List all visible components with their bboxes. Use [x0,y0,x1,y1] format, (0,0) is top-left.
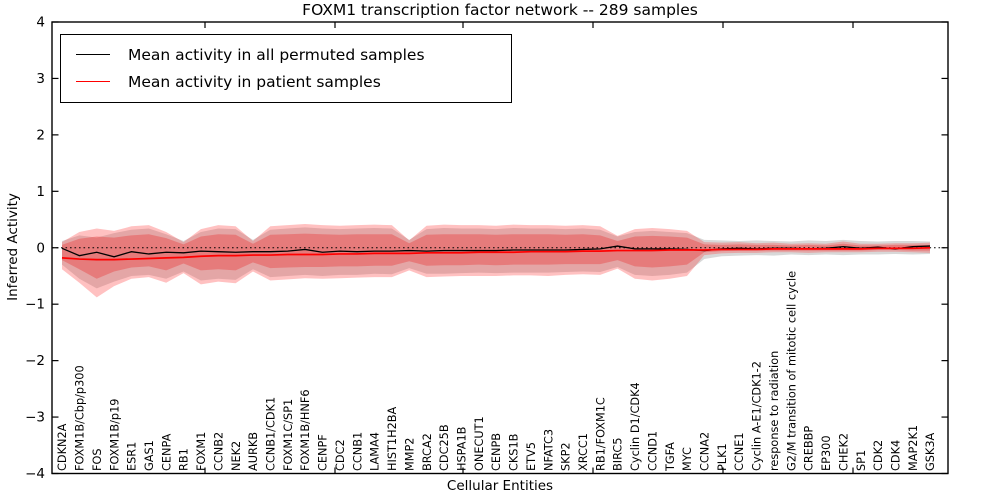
x-tick-label: CCNE1 [733,432,746,471]
y-tick-label: −4 [25,466,45,482]
legend-item-patient: Mean activity in patient samples [61,68,511,95]
x-tick-label: NEK2 [230,441,243,471]
legend-black-line-icon [76,54,110,55]
x-tick-label: RB1/FOXM1C [594,397,607,471]
y-tick-label: −1 [25,297,45,313]
x-tick-label: CCNB1/CDK1 [265,397,278,471]
x-tick-label: MMP2 [403,438,416,472]
x-tick-label: CHEK2 [837,433,850,471]
x-tick-label: CENPA [160,433,173,471]
y-tick-label: 0 [36,240,45,256]
band-patient-outer [62,224,930,298]
x-tick-label: EP300 [820,435,833,471]
x-tick-label: CENPB [490,433,503,471]
legend: Mean activity in all permuted samples Me… [60,34,512,103]
x-axis-title: Cellular Entities [446,478,554,494]
x-tick-label: SP1 [855,450,868,471]
x-tick-label: FOXM1B/HNF6 [299,389,312,471]
x-tick-label: CDK2 [872,440,885,471]
y-tick-label: 2 [36,127,45,143]
x-tick-label: Cyclin D1/CDK4 [629,382,642,471]
x-tick-label: CCNB2 [212,432,225,471]
x-tick-label: MYC [681,447,694,471]
band-patient-inner [62,233,930,279]
x-tick-label: FOXM1B/Cbp/p300 [74,365,87,471]
x-tick-label: NFATC3 [542,429,555,471]
y-tick-label: 3 [36,71,45,87]
x-tick-label: XRCC1 [577,433,590,471]
x-tick-label: response to radiation [768,351,781,471]
chart-title: FOXM1 transcription factor network -- 28… [302,1,698,19]
x-tick-label: ONECUT1 [473,416,486,471]
x-tick-label: CCND1 [646,431,659,471]
x-tick-label: SKP2 [560,442,573,471]
legend-red-line-icon [76,81,110,82]
x-tick-label: ESR1 [126,442,139,471]
axes-spines [51,21,949,475]
x-tick-label: GSK3A [924,432,937,471]
x-tick-label: FOS [91,448,104,471]
y-tick-label: −3 [25,410,45,426]
x-tick-label: GAS1 [143,440,156,471]
x-tick-label: LAMA4 [369,432,382,471]
x-tick-label: TGFA [664,442,677,472]
legend-label-patient: Mean activity in patient samples [128,72,381,91]
x-tick-label: FOXM1C/SP1 [282,399,295,471]
x-tick-label: FOXM1 [195,432,208,471]
x-tick-label: CDKN2A [56,423,69,471]
x-tick-label: HIST1H2BA [386,406,399,471]
y-tick-label: 1 [36,184,45,200]
x-tick-label: CDK4 [889,440,902,471]
x-tick-label: G2/M transition of mitotic cell cycle [785,271,798,471]
x-tick-label: CCNB1 [351,432,364,471]
x-tick-label: HSPA1B [455,427,468,471]
x-tick-label: CDC2 [334,439,347,471]
x-tick-label: MAP2K1 [907,425,920,471]
x-tick-label: AURKB [247,432,260,471]
x-tick-label: CENPF [317,434,330,471]
x-tick-label: CKS1B [508,434,521,471]
x-tick-label: FOXM1B/p19 [108,399,121,471]
x-tick-label: Cyclin A-E1/CDK1-2 [751,361,764,471]
y-tick-label: −2 [25,353,45,369]
legend-label-permuted: Mean activity in all permuted samples [128,45,425,64]
series-line-patient [61,246,931,261]
x-tick-label: ETV5 [525,442,538,471]
x-tick-label: CREBBP [803,426,816,471]
x-tick-label: CDC25B [438,424,451,471]
x-tick-label: BIRC5 [612,438,625,471]
band-permuted-range [62,227,930,289]
x-tick-label: PLK1 [716,443,729,471]
x-tick-label: BRCA2 [421,433,434,471]
legend-item-permuted: Mean activity in all permuted samples [61,41,511,68]
y-tick-label: 4 [36,15,45,31]
x-tick-label: CCNA2 [699,432,712,471]
x-tick-label: RB1 [178,448,191,471]
